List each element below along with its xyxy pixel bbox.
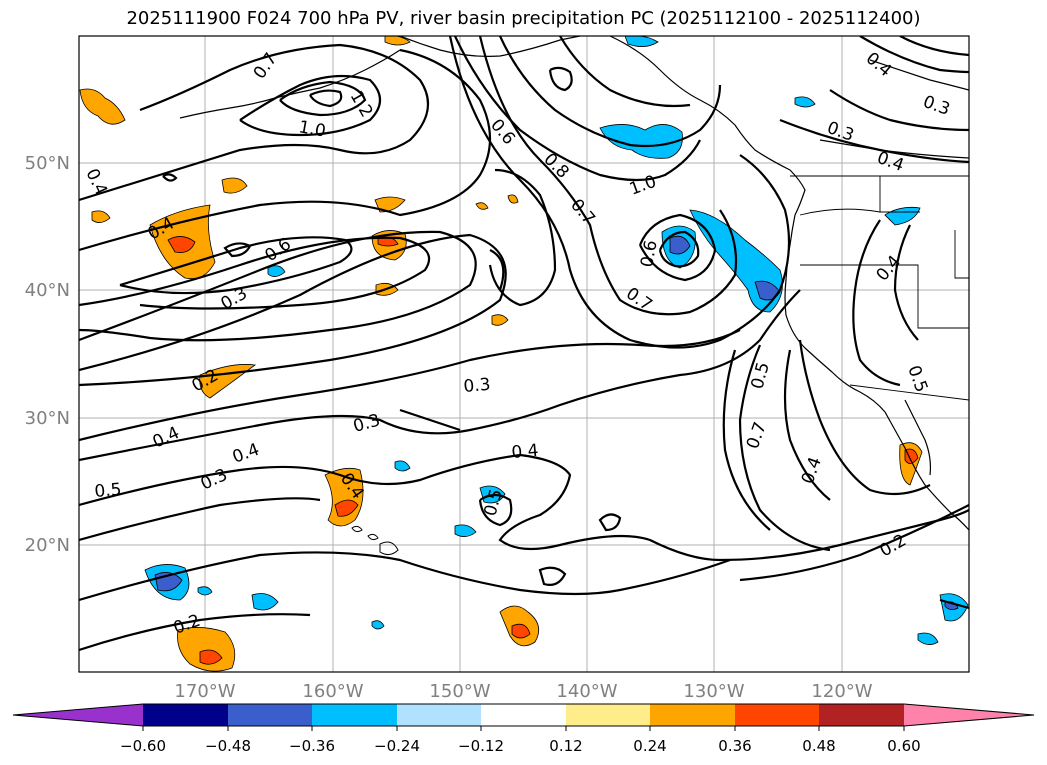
- colorbar-tick-label: 0.12: [549, 737, 582, 755]
- colorbar-segment: [819, 704, 904, 726]
- lon-label: 130°W: [683, 681, 744, 702]
- colorbar-tick-label: −0.48: [205, 737, 251, 755]
- map-title: 2025111900 F024 700 hPa PV, river basin …: [126, 8, 921, 29]
- lat-axis-labels: 50°N 40°N 30°N 20°N: [25, 153, 70, 556]
- colorbar-segment: [397, 704, 481, 726]
- lat-label: 20°N: [25, 535, 70, 556]
- colorbar-segment: [228, 704, 312, 726]
- colorbar-tick-label: 0.48: [802, 737, 835, 755]
- colorbar-tick-label: 0.24: [633, 737, 666, 755]
- colorbar-segment: [312, 704, 397, 726]
- hawaiian-islands: [351, 525, 399, 556]
- coastlines: [179, 36, 969, 531]
- colorbar-extend-min: [13, 704, 143, 726]
- colorbar-segment: [143, 704, 228, 726]
- colorbar-segment: [735, 704, 819, 726]
- pv-contours: [79, 36, 969, 652]
- colorbar: −0.60 −0.48 −0.36 −0.24 −0.12 0.12 0.24 …: [12, 703, 1035, 755]
- lat-label: 30°N: [25, 408, 70, 429]
- colorbar-tick-label: −0.12: [458, 737, 504, 755]
- contour-label: 0.3: [463, 375, 492, 397]
- colorbar-tick-label: −0.24: [374, 737, 420, 755]
- colorbar-tick-label: −0.60: [120, 737, 166, 755]
- contour-label: 0.5: [94, 480, 123, 502]
- colorbar-tick-label: 0.60: [887, 737, 920, 755]
- lon-label: 150°W: [429, 681, 490, 702]
- colorbar-tick-label: 0.36: [718, 737, 751, 755]
- lon-axis-labels: 170°W 160°W 150°W 140°W 130°W 120°W: [174, 681, 872, 702]
- contour-label: 1.0: [297, 117, 327, 141]
- colorbar-extend-max: [904, 704, 1034, 726]
- colorbar-tick-label: −0.36: [289, 737, 335, 755]
- contour-label: 0.4: [511, 441, 540, 463]
- lon-label: 120°W: [811, 681, 872, 702]
- map-frame: [78, 35, 970, 673]
- lat-label: 40°N: [25, 280, 70, 301]
- lat-label: 50°N: [25, 153, 70, 174]
- colorbar-segment: [566, 704, 650, 726]
- political-borders: [790, 175, 969, 401]
- colorbar-segment: [650, 704, 735, 726]
- lon-label: 140°W: [556, 681, 617, 702]
- colorbar-segment: [481, 704, 566, 726]
- lon-label: 170°W: [174, 681, 235, 702]
- contour-label: 0.6: [637, 239, 661, 269]
- lon-label: 160°W: [302, 681, 363, 702]
